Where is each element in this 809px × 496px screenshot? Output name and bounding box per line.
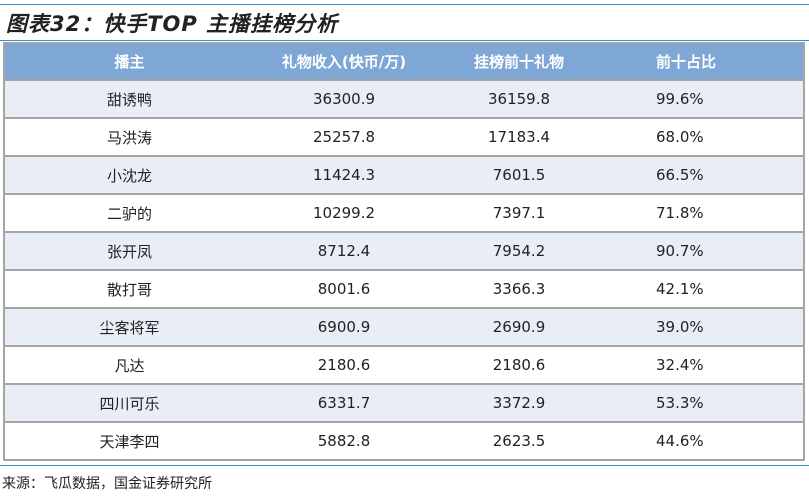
top10-share-cell: 99.6%: [604, 79, 804, 119]
top10-gifts-cell: 2623.5: [434, 421, 604, 461]
anchor-name-cell: 二驴的: [4, 193, 254, 233]
table-row: 甜诱鸭 36300.9 36159.8 99.6%: [4, 79, 804, 119]
anchor-name-cell: 尘客将军: [4, 307, 254, 347]
top10-share-cell: 66.5%: [604, 155, 804, 195]
table-header-row: 播主 礼物收入(快币/万) 挂榜前十礼物 前十占比: [4, 42, 804, 81]
anchor-name-cell: 凡达: [4, 345, 254, 385]
anchor-name-cell: 马洪涛: [4, 117, 254, 157]
table-row: 天津李四 5882.8 2623.5 44.6%: [4, 421, 804, 461]
title-rule: [0, 40, 809, 41]
header-gift-income: 礼物收入(快币/万): [254, 42, 434, 81]
top10-share-cell: 90.7%: [604, 231, 804, 271]
top10-gifts-cell: 7397.1: [434, 193, 604, 233]
top10-gifts-cell: 3366.3: [434, 269, 604, 309]
anchor-name-cell: 小沈龙: [4, 155, 254, 195]
header-top10-gifts: 挂榜前十礼物: [434, 42, 604, 81]
gift-income-cell: 8001.6: [254, 269, 434, 309]
top10-share-cell: 68.0%: [604, 117, 804, 157]
table-row: 小沈龙 11424.3 7601.5 66.5%: [4, 155, 804, 195]
gift-income-cell: 10299.2: [254, 193, 434, 233]
top10-share-cell: 71.8%: [604, 193, 804, 233]
top10-gifts-cell: 3372.9: [434, 383, 604, 423]
top-rule: [0, 4, 809, 5]
top10-share-cell: 53.3%: [604, 383, 804, 423]
figure-title: 图表32：快手TOP 主播挂榜分析: [6, 12, 339, 36]
top10-share-cell: 44.6%: [604, 421, 804, 461]
gift-income-cell: 36300.9: [254, 79, 434, 119]
top10-gifts-cell: 2180.6: [434, 345, 604, 385]
anchor-name-cell: 张开凤: [4, 231, 254, 271]
gift-income-cell: 8712.4: [254, 231, 434, 271]
top10-gifts-cell: 7954.2: [434, 231, 604, 271]
top10-gifts-cell: 17183.4: [434, 117, 604, 157]
anchor-name-cell: 散打哥: [4, 269, 254, 309]
table-row: 尘客将军 6900.9 2690.9 39.0%: [4, 307, 804, 347]
table-row: 马洪涛 25257.8 17183.4 68.0%: [4, 117, 804, 157]
anchor-name-cell: 四川可乐: [4, 383, 254, 423]
gift-income-cell: 11424.3: [254, 155, 434, 195]
table-row: 四川可乐 6331.7 3372.9 53.3%: [4, 383, 804, 423]
anchor-name-cell: 甜诱鸭: [4, 79, 254, 119]
table-row: 散打哥 8001.6 3366.3 42.1%: [4, 269, 804, 309]
top10-gifts-cell: 2690.9: [434, 307, 604, 347]
header-anchor: 播主: [4, 42, 254, 81]
table-row: 二驴的 10299.2 7397.1 71.8%: [4, 193, 804, 233]
gift-income-cell: 25257.8: [254, 117, 434, 157]
top10-share-cell: 42.1%: [604, 269, 804, 309]
anchor-ranking-table: 播主 礼物收入(快币/万) 挂榜前十礼物 前十占比 甜诱鸭 36300.9 3615…: [3, 42, 805, 461]
source-note: 来源：飞瓜数据，国金证券研究所: [2, 476, 212, 492]
anchor-name-cell: 天津李四: [4, 421, 254, 461]
top10-share-cell: 39.0%: [604, 307, 804, 347]
gift-income-cell: 5882.8: [254, 421, 434, 461]
header-top10-share: 前十占比: [604, 42, 804, 81]
gift-income-cell: 2180.6: [254, 345, 434, 385]
top10-gifts-cell: 36159.8: [434, 79, 604, 119]
table-row: 凡达 2180.6 2180.6 32.4%: [4, 345, 804, 385]
top10-share-cell: 32.4%: [604, 345, 804, 385]
top10-gifts-cell: 7601.5: [434, 155, 604, 195]
table-row: 张开凤 8712.4 7954.2 90.7%: [4, 231, 804, 271]
gift-income-cell: 6900.9: [254, 307, 434, 347]
gift-income-cell: 6331.7: [254, 383, 434, 423]
bottom-rule: [0, 465, 809, 466]
